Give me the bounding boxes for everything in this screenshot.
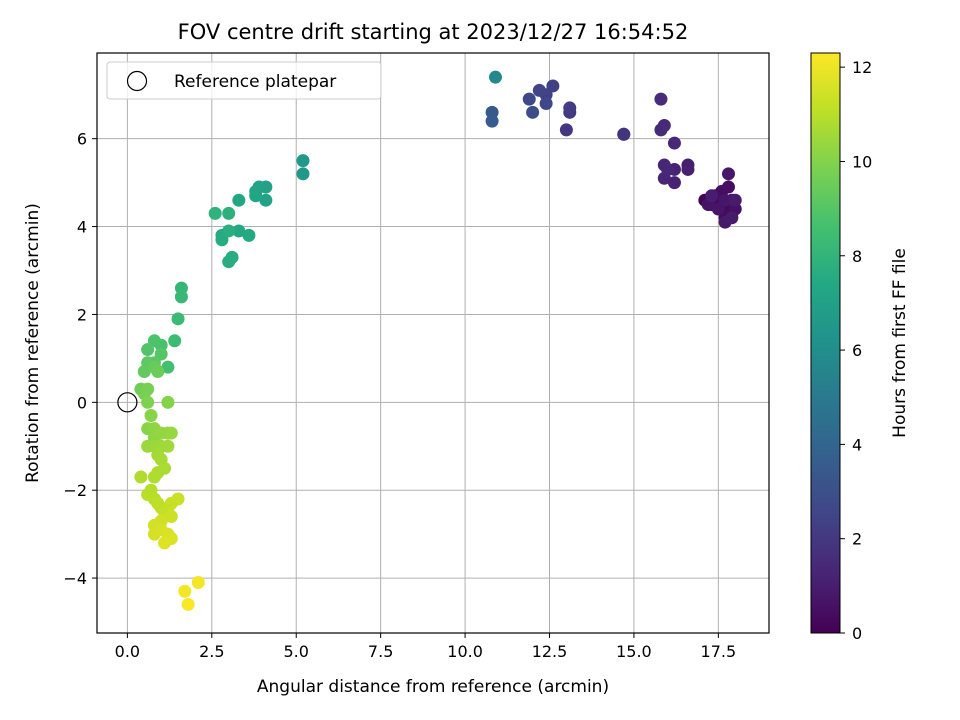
data-point [728, 193, 742, 207]
x-tick-label: 12.5 [532, 642, 568, 661]
colorbar-label: Hours from first FF file [890, 248, 910, 438]
x-tick-label: 5.0 [284, 642, 309, 661]
data-point [296, 154, 310, 168]
colorbar [810, 52, 841, 634]
colorbar-tick-label: 8 [852, 247, 862, 266]
data-point [249, 189, 263, 203]
x-axis: 0.0 2.5 5.0 7.5 10.0 12.5 15.0 17.5 [115, 633, 736, 661]
data-point [488, 70, 502, 84]
x-tick-label: 0.0 [115, 642, 140, 661]
legend: Reference platepar [106, 61, 382, 100]
data-point [158, 536, 172, 550]
colorbar-tick-label: 2 [852, 530, 862, 549]
data-point [667, 176, 681, 190]
x-tick-label: 7.5 [368, 642, 393, 661]
x-tick-label: 15.0 [616, 642, 652, 661]
x-tick-label: 2.5 [199, 642, 224, 661]
colorbar-tick-label: 4 [852, 435, 862, 454]
data-point [147, 470, 161, 484]
data-point [546, 79, 560, 93]
data-point [721, 180, 735, 194]
data-point [161, 439, 175, 453]
data-point [141, 382, 155, 396]
data-point [164, 510, 178, 524]
data-point [539, 97, 553, 111]
x-axis-label: Angular distance from reference (arcmin) [257, 677, 609, 697]
data-point [725, 211, 739, 225]
data-point [222, 255, 236, 269]
colorbar-tick-label: 6 [852, 341, 862, 360]
data-point [222, 206, 236, 220]
data-point [161, 360, 175, 374]
data-point [711, 202, 725, 216]
data-points [134, 70, 742, 611]
data-point [164, 426, 178, 440]
data-point [151, 365, 165, 379]
data-point [137, 365, 151, 379]
y-tick-label: 6 [77, 130, 87, 149]
x-tick-label: 10.0 [447, 642, 483, 661]
data-point [259, 193, 273, 207]
data-point [705, 189, 719, 203]
colorbar-ticks: 0 2 4 6 8 10 12 [840, 58, 872, 643]
legend-label: Reference platepar [174, 72, 336, 92]
data-point [144, 409, 158, 422]
data-point [296, 167, 310, 181]
data-point [242, 228, 256, 242]
data-point [232, 193, 246, 207]
data-point [222, 224, 236, 238]
grid-lines [97, 53, 769, 633]
data-point [141, 395, 155, 409]
legend-frame [106, 61, 382, 100]
data-point [215, 233, 229, 247]
legend-open-circle-marker [126, 70, 148, 92]
data-point [161, 395, 175, 409]
y-axis: −4 −2 0 2 4 6 [63, 130, 97, 588]
data-point [681, 162, 695, 176]
data-point [147, 334, 161, 348]
data-point [563, 101, 577, 115]
data-point [532, 83, 546, 97]
data-point [178, 584, 192, 598]
y-axis-label: Rotation from reference (arcmin) [23, 203, 43, 483]
y-tick-label: 2 [77, 305, 87, 324]
data-point [667, 136, 681, 150]
y-tick-label: 0 [77, 393, 87, 412]
data-point [168, 334, 182, 348]
data-point [617, 127, 631, 141]
data-point [654, 92, 668, 106]
data-point [208, 206, 222, 220]
data-point [174, 290, 188, 304]
data-point [661, 162, 675, 176]
data-point [141, 439, 155, 453]
data-point [191, 575, 205, 589]
y-tick-label: 4 [77, 218, 87, 237]
plot-area-frame [96, 52, 770, 634]
data-point [721, 167, 735, 181]
data-point [718, 193, 732, 207]
data-point [232, 224, 246, 238]
data-point [522, 92, 536, 106]
data-point [559, 123, 573, 137]
x-tick-label: 17.5 [701, 642, 737, 661]
data-point [171, 492, 185, 506]
data-point [657, 119, 671, 132]
data-point [526, 105, 540, 119]
colorbar-tick-label: 12 [852, 58, 872, 77]
data-point [181, 597, 195, 611]
data-point [171, 312, 185, 326]
chart-title: FOV centre drift starting at 2023/12/27 … [178, 20, 689, 44]
colorbar-tick-label: 0 [852, 624, 862, 643]
reference-platepar-marker [117, 392, 138, 413]
y-tick-label: −2 [63, 481, 87, 500]
data-point [134, 470, 148, 484]
y-tick-label: −4 [63, 569, 87, 588]
colorbar-tick-label: 10 [852, 152, 872, 171]
data-point [141, 343, 155, 357]
data-point [485, 114, 499, 128]
data-point [154, 347, 168, 361]
